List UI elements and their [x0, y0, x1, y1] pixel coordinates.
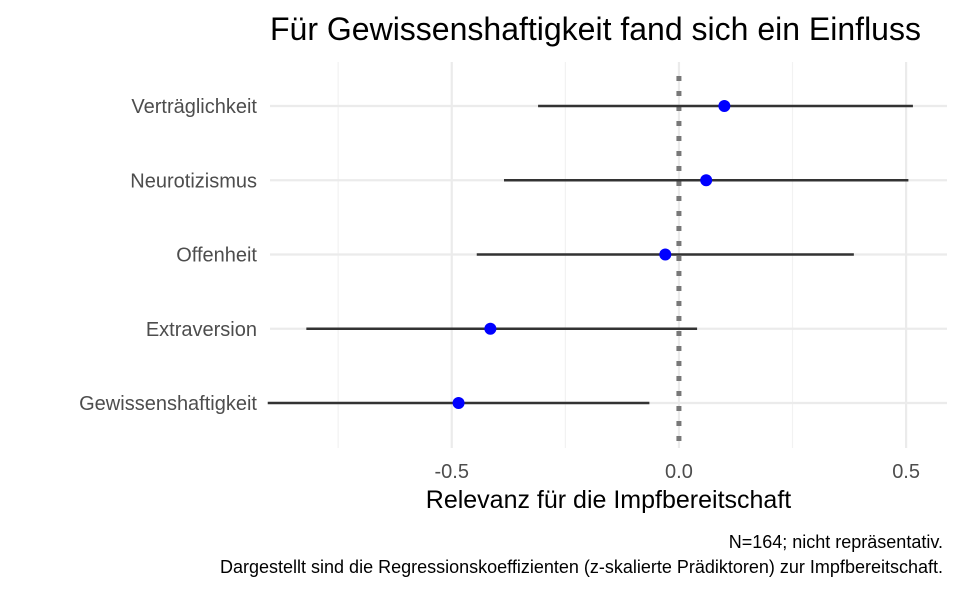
x-tick-label: 0.5 [892, 461, 920, 483]
y-tick-label: Extraversion [146, 319, 257, 341]
x-tick-label: -0.5 [435, 461, 469, 483]
y-tick-label: Offenheit [176, 245, 257, 267]
x-axis-tick-labels: -0.5 0.0 0.5 [435, 461, 921, 483]
point-gewissenshaftigkeit [452, 397, 465, 409]
y-axis-tick-labels: Verträglichkeit Neurotizismus Offenheit Ext… [79, 96, 257, 415]
caption-sample-note: N=164; nicht repräsentativ. [729, 532, 943, 552]
y-tick-label: Gewissenshaftigkeit [79, 393, 257, 415]
y-tick-label: Verträglichkeit [131, 96, 257, 118]
x-tick-label: 0.0 [665, 461, 693, 483]
point-extraversion [484, 322, 497, 335]
x-axis-title: Relevanz für die Impfbereitschaft [426, 486, 792, 514]
point-offenheit [659, 248, 672, 261]
point-neurotizismus [700, 174, 713, 187]
coefficient-points [452, 100, 731, 409]
point-vertr-glichkeit [718, 100, 731, 112]
y-tick-label: Neurotizismus [130, 170, 257, 192]
chart-title: Für Gewissenshaftigkeit fand sich ein Ei… [270, 11, 921, 47]
caption-description: Dargestellt sind die Regressionskoeffizi… [220, 557, 943, 577]
